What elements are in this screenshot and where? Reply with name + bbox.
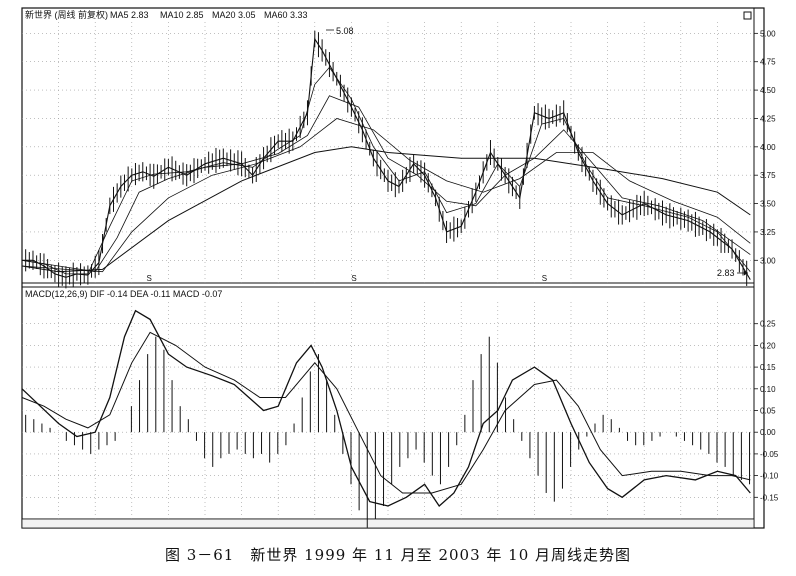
- price-tick-label: 4.00: [760, 143, 776, 152]
- signal-marker: S: [146, 274, 151, 283]
- high-annotation: 5.08: [336, 26, 354, 36]
- price-panel-frame: [21, 7, 755, 284]
- price-tick-label: 5.00: [760, 29, 776, 38]
- macd-tick-label: 0.00: [760, 428, 776, 437]
- macd-y-ticks: 0.25 0.20 0.15 0.10 0.05 0.00 -0.05 -0.10 -0.15: [754, 320, 779, 502]
- price-tick-label: 3.50: [760, 200, 776, 209]
- price-y-ticks: 5.00 4.75 4.50 4.25 4.00 3.75 3.50 3.25 3.00: [754, 29, 776, 265]
- macd-header-label: MACD(12,26,9) DIF -0.14 DEA -0.11 MACD -…: [25, 289, 222, 299]
- time-axis-strip: [21, 518, 755, 529]
- macd-tick-label: -0.10: [760, 472, 779, 481]
- chart-frame: [21, 7, 765, 529]
- window-restore-icon[interactable]: [743, 11, 752, 20]
- macd-tick-label: 0.20: [760, 341, 776, 350]
- price-series: [21, 30, 751, 289]
- macd-tick-label: 0.05: [760, 407, 776, 416]
- dea-line: [21, 331, 751, 494]
- low-annotation: 2.83: [717, 268, 735, 278]
- price-tick-label: 4.75: [760, 58, 776, 67]
- price-tick-label: 4.25: [760, 114, 776, 123]
- signal-marker: S: [351, 274, 356, 283]
- figure-caption: 图 3－61 新世界 1999 年 11 月至 2003 年 10 月周线走势图: [164, 546, 632, 564]
- low-annotation-arrowhead: [744, 270, 748, 276]
- macd-tick-label: 0.10: [760, 385, 776, 394]
- ma10-line: [21, 95, 751, 273]
- ma5-line: [21, 66, 751, 275]
- dif-line: [21, 309, 751, 507]
- macd-tick-label: 0.25: [760, 320, 776, 329]
- price-tick-label: 3.00: [760, 256, 776, 265]
- price-tick-label: 3.75: [760, 171, 776, 180]
- price-header-label: 新世界 (周线 前复权): [25, 9, 108, 20]
- macd-tick-label: 0.15: [760, 363, 776, 372]
- price-tick-label: 4.50: [760, 86, 776, 95]
- macd-histogram: [25, 336, 751, 528]
- signal-marker: S: [542, 274, 547, 283]
- ma20-line: [21, 118, 751, 273]
- macd-tick-label: -0.15: [760, 493, 779, 502]
- macd-series: [21, 309, 751, 507]
- ma20-label: MA20 3.05: [212, 10, 256, 20]
- macd-tick-label: -0.05: [760, 450, 779, 459]
- ma5-label: MA5 2.83: [110, 10, 149, 20]
- ma10-label: MA10 2.85: [160, 10, 204, 20]
- ma60-label: MA60 3.33: [264, 10, 308, 20]
- price-tick-label: 3.25: [760, 228, 776, 237]
- price-line: [22, 37, 751, 280]
